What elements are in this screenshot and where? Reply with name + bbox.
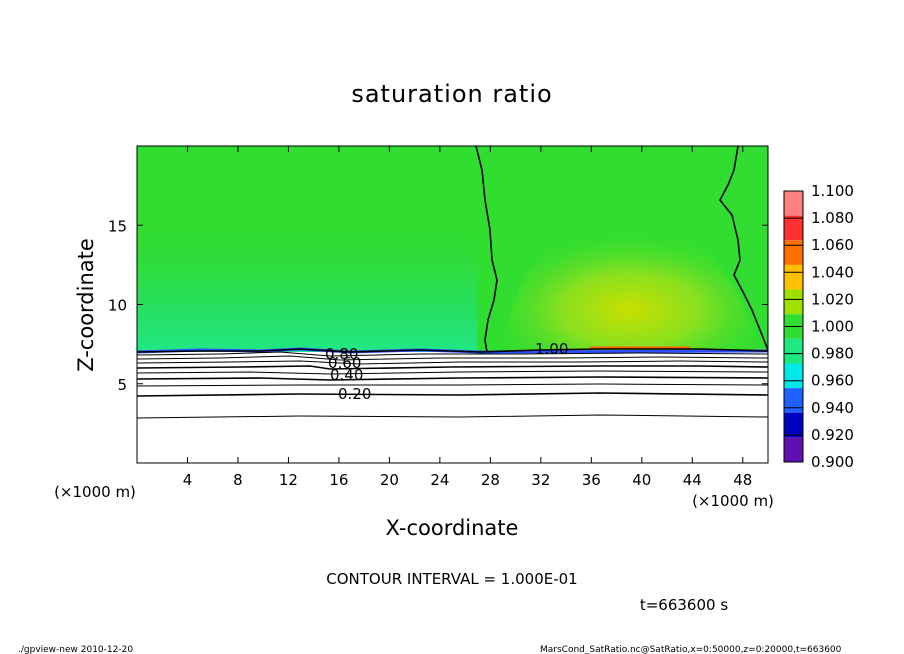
colorbar-swatch	[784, 338, 803, 364]
x-tick-label: 28	[481, 471, 500, 489]
contour-label: 0.20	[338, 385, 371, 403]
y-tick-label: 15	[108, 217, 127, 235]
x-tick-label: 44	[683, 471, 702, 489]
y-axis-label: Z-coordinate	[74, 238, 98, 372]
contour-line	[136, 351, 769, 357]
z-unit-label: (×1000 m)	[54, 483, 136, 501]
x-tick-label: 36	[582, 471, 601, 489]
contour-label: 0.80	[325, 345, 358, 363]
colorbar-label: 0.920	[811, 426, 854, 444]
contour-label: 0.60	[328, 354, 361, 372]
colorbar: 1.100 1.080 1.060 1.040 1.020 1.000 0.980 0.960…	[783, 182, 854, 471]
colorbar-label: 1.100	[811, 182, 854, 200]
colorbar-label: 1.080	[811, 209, 854, 227]
y-axis: 5 10 15	[108, 217, 768, 394]
colorbar-label: 1.000	[811, 318, 854, 336]
contour-label: 0.40	[330, 366, 363, 384]
colorbar-swatch	[784, 240, 803, 265]
contour-line	[136, 355, 769, 361]
colorbar-swatch	[784, 264, 803, 290]
x-tick-label: 4	[183, 471, 193, 489]
contour-line	[136, 360, 769, 365]
colorbar-swatch	[784, 289, 803, 315]
x-tick-label: 48	[733, 471, 752, 489]
colorbar-label: 1.020	[811, 290, 854, 308]
field-left-cyanish-band	[137, 230, 477, 352]
contour-line	[136, 370, 769, 375]
y-tick-label: 5	[117, 376, 127, 394]
x-tick-label: 32	[531, 471, 550, 489]
colorbar-label: 1.060	[811, 236, 854, 254]
contour-interval-text: CONTOUR INTERVAL = 1.000E-01	[326, 570, 577, 588]
colorbar-swatch	[784, 191, 803, 216]
contour-line-1-00	[719, 145, 769, 351]
contour-line	[136, 365, 769, 370]
x-tick-label: 8	[233, 471, 243, 489]
colorbar-swatch	[784, 215, 803, 241]
x-tick-label: 12	[279, 471, 298, 489]
field-warm-blob	[500, 212, 760, 352]
colorbar-swatch	[784, 437, 803, 462]
time-text: t=663600 s	[640, 596, 728, 614]
y-tick-label: 10	[108, 297, 127, 315]
colorbar-label: 0.980	[811, 345, 854, 363]
contour-line	[136, 348, 769, 353]
x-unit-label: (×1000 m)	[692, 492, 774, 510]
contour-line	[136, 392, 769, 397]
contour-line	[136, 376, 769, 381]
colorbar-label: 0.940	[811, 399, 854, 417]
x-tick-label: 20	[380, 471, 399, 489]
contour-labels: 0.80 0.60 0.40 0.20 1.00	[325, 340, 568, 403]
footer-right: MarsCond_SatRatio.nc@SatRatio,x=0:50000,…	[540, 645, 842, 654]
contour-label: 1.00	[535, 340, 568, 358]
colorbar-swatch	[784, 388, 803, 413]
x-axis: 4 8 12 16 20 24 28 32 36 40 44 48	[183, 146, 752, 489]
x-tick-label: 40	[632, 471, 651, 489]
colorbar-label: 0.900	[811, 453, 854, 471]
contour-line	[136, 383, 769, 387]
contour-line	[136, 414, 769, 419]
contour-line-1-00	[475, 145, 498, 353]
x-tick-label: 24	[430, 471, 449, 489]
colorbar-swatch	[784, 412, 803, 438]
x-tick-label: 16	[329, 471, 348, 489]
contour-lines	[136, 145, 769, 419]
field-lower-white	[137, 352, 768, 463]
x-axis-label: X-coordinate	[386, 516, 519, 540]
colorbar-swatch	[784, 363, 803, 389]
colorbar-label: 0.960	[811, 372, 854, 390]
footer-left: ./gpview-new 2010-12-20	[18, 645, 133, 654]
colorbar-label: 1.040	[811, 263, 854, 281]
chart-title: saturation ratio	[351, 80, 552, 108]
